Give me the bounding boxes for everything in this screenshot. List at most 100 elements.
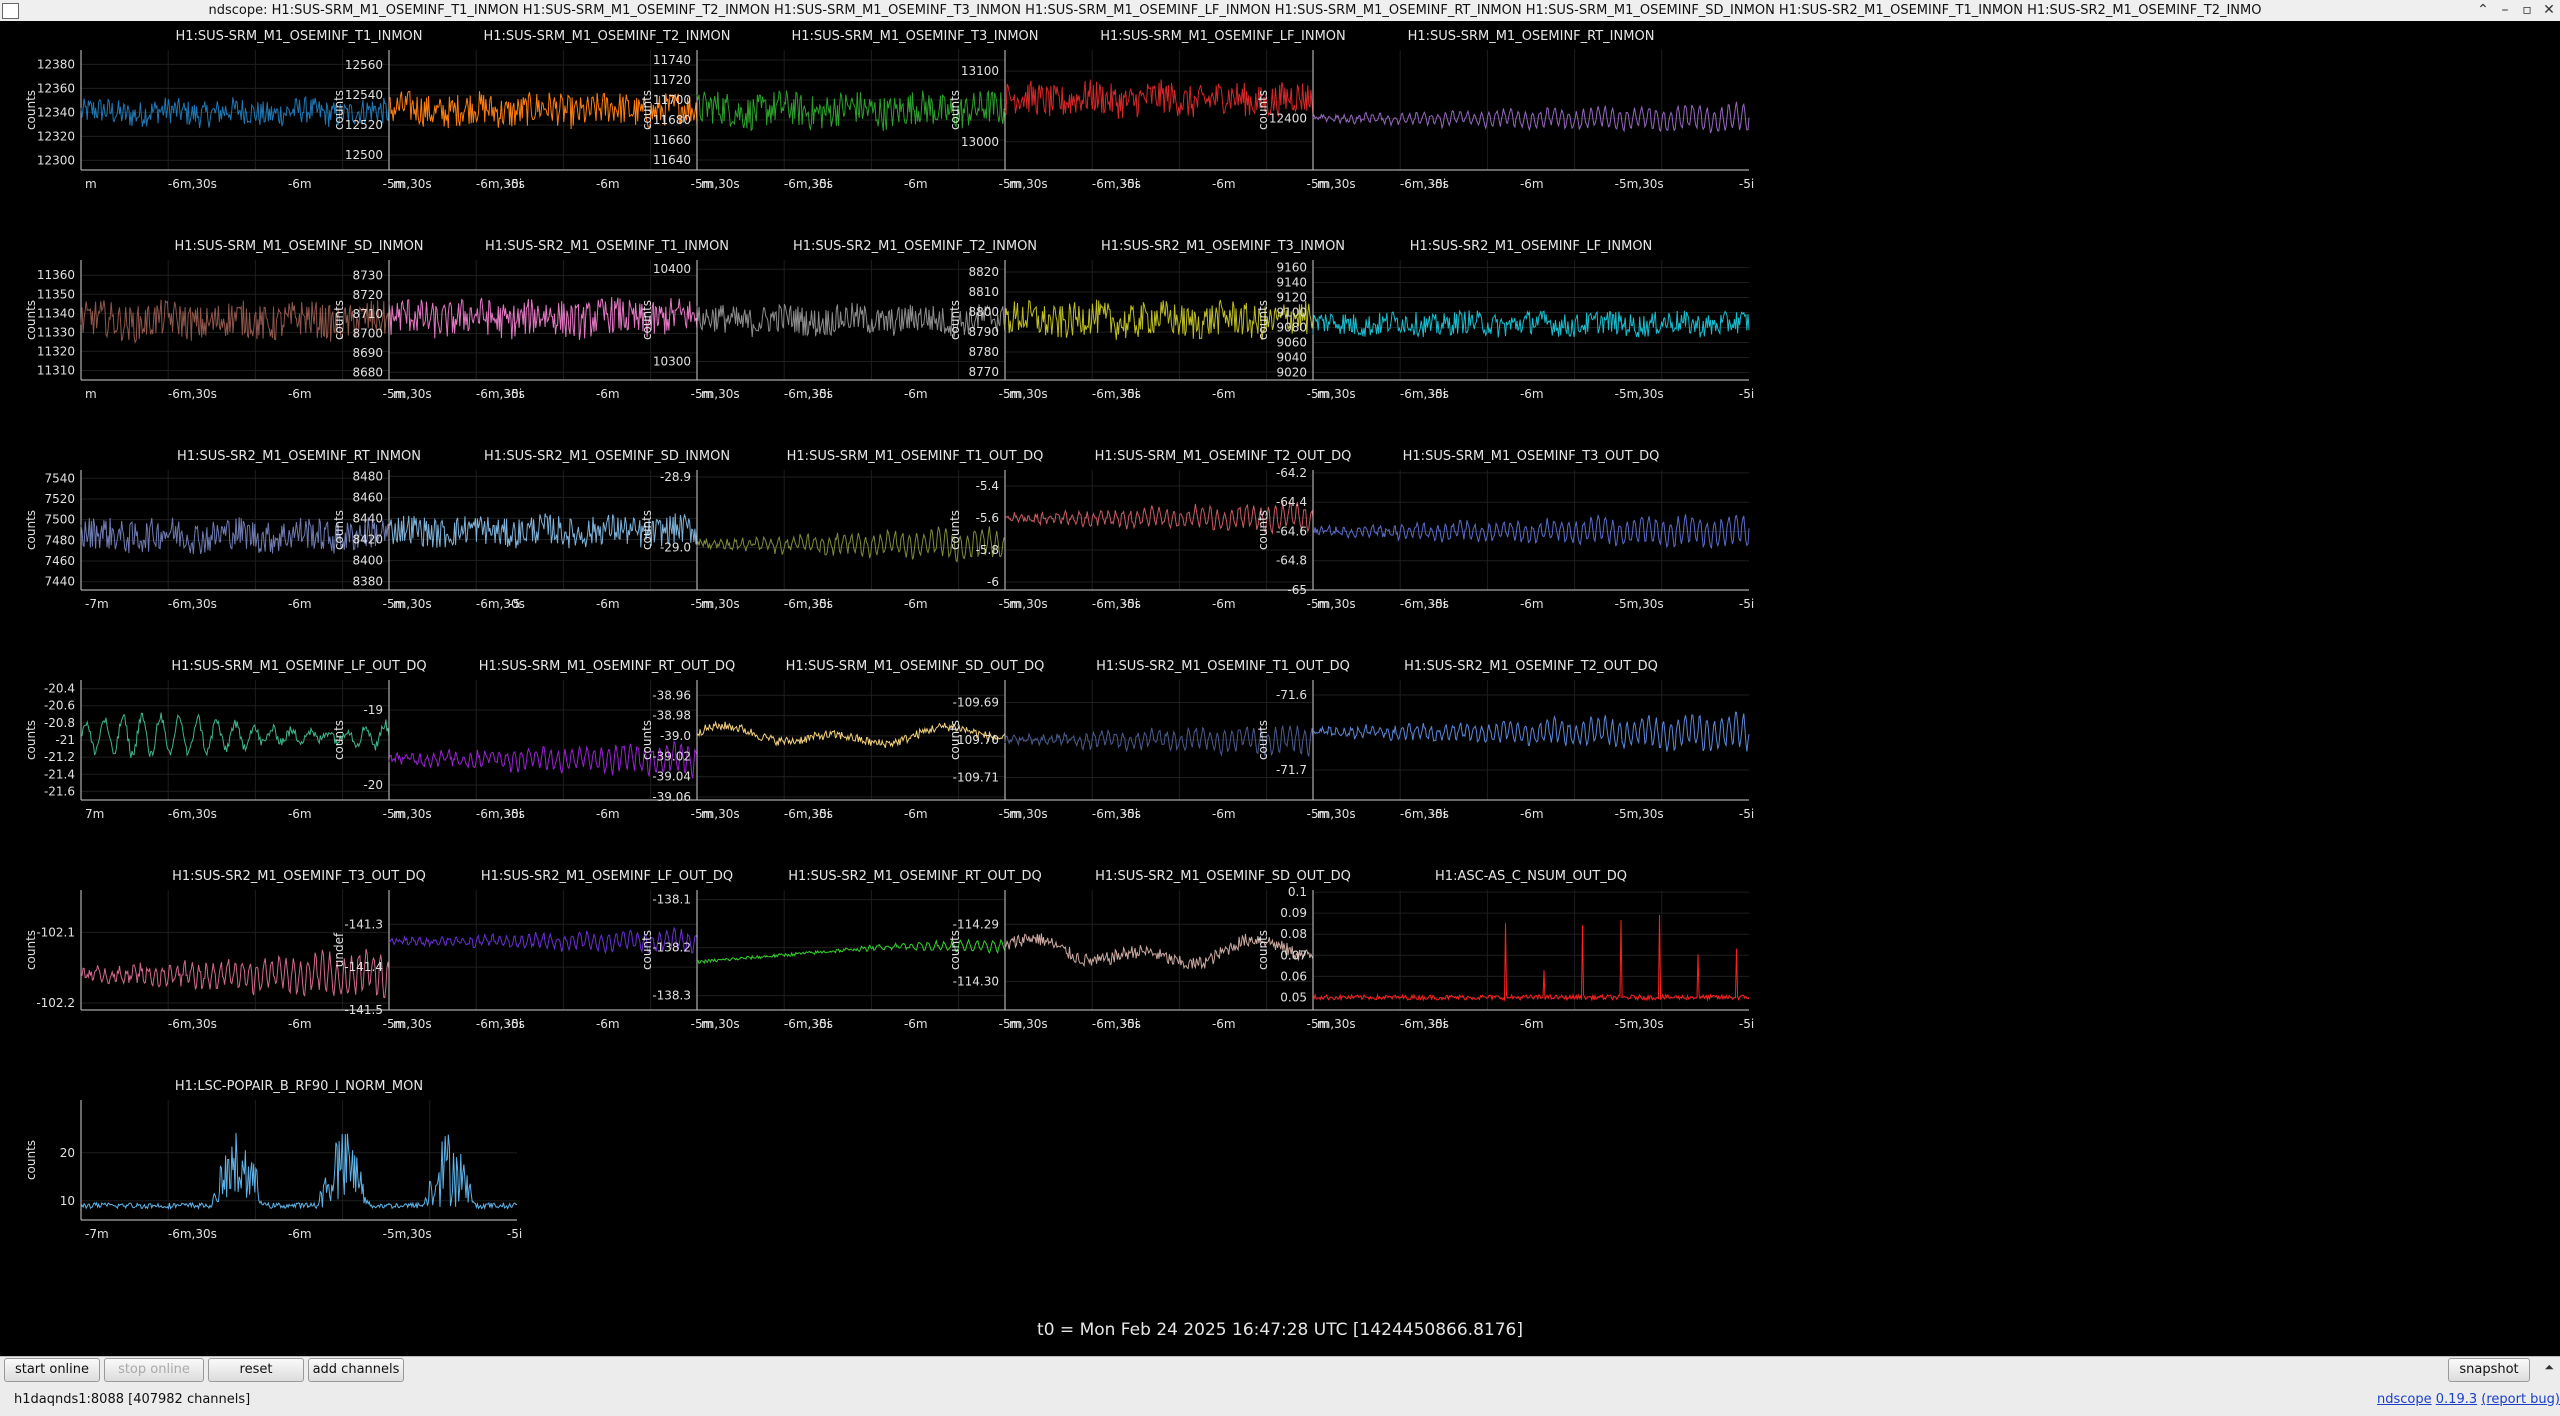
plot-panel[interactable]: H1:SUS-SRM_M1_OSEMINF_RT_INMON 12400 m -6m,… bbox=[1256, 29, 1754, 191]
y-axis-label: counts bbox=[332, 720, 346, 760]
y-tick-label: 12540 bbox=[345, 88, 383, 102]
y-tick-label: -38.96 bbox=[652, 688, 691, 702]
y-axis-label: counts bbox=[1256, 510, 1270, 550]
y-tick-label: -5.4 bbox=[976, 479, 999, 493]
x-tick-label: -5m,30s bbox=[1615, 597, 1664, 611]
y-tick-label: -109.70 bbox=[953, 733, 999, 747]
x-tick-label: -5i bbox=[1431, 597, 1446, 611]
y-tick-label: 12380 bbox=[37, 57, 75, 71]
x-tick-label: m bbox=[1317, 597, 1329, 611]
y-tick-label: -6 bbox=[987, 575, 999, 589]
x-tick-label: -6m bbox=[596, 387, 620, 401]
y-tick-label: 7480 bbox=[44, 533, 75, 547]
reset-button[interactable]: reset bbox=[208, 1358, 304, 1382]
plot-viewbox[interactable] bbox=[1313, 680, 1749, 800]
x-tick-label: m bbox=[1317, 807, 1329, 821]
plots-canvas[interactable]: H1:SUS-SRM_M1_OSEMINF_T1_INMON 12380 12360… bbox=[0, 21, 2560, 1316]
ndscope-link[interactable]: ndscope bbox=[2377, 1392, 2432, 1407]
plot-viewbox[interactable] bbox=[1313, 890, 1749, 1010]
y-tick-label: -64.2 bbox=[1276, 466, 1307, 480]
report-bug-link[interactable]: (report bug) bbox=[2481, 1392, 2560, 1407]
y-tick-label: -39.04 bbox=[652, 770, 691, 784]
y-tick-label: 9140 bbox=[1276, 276, 1307, 290]
plot-title: H1:SUS-SRM_M1_OSEMINF_SD_INMON bbox=[174, 239, 423, 254]
x-tick-label: -6m bbox=[904, 807, 928, 821]
x-tick-label: -6m bbox=[904, 387, 928, 401]
plot-panel[interactable]: H1:ASC-AS_C_NSUM_OUT_DQ 0.1 0.09 0.08 0.07 0.… bbox=[1256, 869, 1754, 1031]
y-tick-label: 9040 bbox=[1276, 351, 1307, 365]
x-tick-label: -6m bbox=[1520, 597, 1544, 611]
x-tick-label: -6m bbox=[288, 597, 312, 611]
plot-grid: H1:SUS-SRM_M1_OSEMINF_T1_INMON 12380 12360… bbox=[0, 21, 2560, 1356]
control-bar bbox=[0, 1356, 2560, 1416]
window-shade-icon[interactable]: ⌃ bbox=[2477, 2, 2489, 18]
x-tick-label: -6m bbox=[904, 177, 928, 191]
window-close-icon[interactable]: ✕ bbox=[2543, 2, 2555, 18]
y-tick-label: 13000 bbox=[961, 135, 999, 149]
x-tick-label: -5m,30s bbox=[1307, 807, 1356, 821]
x-tick-label: -6m,30s bbox=[1092, 387, 1141, 401]
x-tick-label: m bbox=[393, 1017, 405, 1031]
x-tick-label: -5i bbox=[1739, 177, 1754, 191]
y-axis-label: counts bbox=[24, 720, 38, 760]
y-tick-label: 8790 bbox=[968, 325, 999, 339]
x-tick-label: m bbox=[393, 177, 405, 191]
channel-count: [407982 channels] bbox=[128, 1392, 251, 1407]
y-tick-label: 12320 bbox=[37, 129, 75, 143]
plot-panel[interactable]: H1:LSC-POPAIR_B_RF90_I_NORM_MON 20 10 -7m -6… bbox=[24, 1079, 522, 1241]
series-line bbox=[1312, 101, 1750, 134]
y-axis-label: counts bbox=[1256, 930, 1270, 970]
series-line bbox=[1312, 914, 1750, 1002]
x-tick-label: m bbox=[1009, 1017, 1021, 1031]
t0-label: t0 = Mon Feb 24 2025 16:47:28 UTC [14244… bbox=[1037, 1320, 1523, 1340]
x-tick-label: -6m,30s bbox=[1400, 597, 1449, 611]
start-online-button[interactable]: start online bbox=[4, 1358, 100, 1382]
collapse-icon[interactable]: ⏶ bbox=[2544, 1360, 2554, 1374]
x-tick-label: -6m,30s bbox=[1400, 387, 1449, 401]
y-tick-label: 20 bbox=[60, 1146, 75, 1160]
x-tick-label: -5m,30s bbox=[383, 807, 432, 821]
window-maximize-icon[interactable]: ▫ bbox=[2522, 2, 2532, 18]
x-tick-label: -6m bbox=[1520, 387, 1544, 401]
x-tick-label: m bbox=[701, 1017, 713, 1031]
x-tick-label: -5i bbox=[507, 387, 522, 401]
plot-title: H1:SUS-SRM_M1_OSEMINF_RT_INMON bbox=[1408, 29, 1655, 44]
x-tick-label: -6m bbox=[288, 1017, 312, 1031]
plot-viewbox[interactable] bbox=[1313, 50, 1749, 170]
y-tick-label: 9060 bbox=[1276, 336, 1307, 350]
y-tick-label: 13100 bbox=[961, 64, 999, 78]
y-tick-label: 12400 bbox=[1269, 112, 1307, 126]
x-tick-label: -5m,30s bbox=[691, 387, 740, 401]
y-tick-label: 0.06 bbox=[1280, 969, 1307, 983]
y-tick-label: -138.2 bbox=[652, 941, 691, 955]
y-tick-label: 11320 bbox=[37, 344, 75, 358]
y-axis-label: counts bbox=[332, 510, 346, 550]
x-tick-label: -6m,30s bbox=[168, 177, 217, 191]
y-tick-label: 8710 bbox=[352, 307, 383, 321]
y-tick-label: -39.02 bbox=[652, 749, 691, 763]
plot-title: H1:SUS-SRM_M1_OSEMINF_T3_INMON bbox=[791, 29, 1038, 44]
window-minimize-icon[interactable]: – bbox=[2501, 2, 2509, 18]
x-tick-label: m bbox=[1009, 807, 1021, 821]
y-axis-label: counts bbox=[24, 1140, 38, 1180]
plot-title: H1:LSC-POPAIR_B_RF90_I_NORM_MON bbox=[175, 1079, 423, 1094]
y-tick-label: 8730 bbox=[352, 268, 383, 282]
snapshot-button[interactable]: snapshot bbox=[2448, 1358, 2530, 1382]
plot-panel[interactable]: H1:SUS-SR2_M1_OSEMINF_T2_OUT_DQ -71.6 -71.… bbox=[1256, 659, 1754, 821]
y-tick-label: 12340 bbox=[37, 105, 75, 119]
y-tick-label: -102.2 bbox=[36, 996, 75, 1010]
plot-title: H1:ASC-AS_C_NSUM_OUT_DQ bbox=[1435, 869, 1627, 884]
y-axis-label: counts bbox=[948, 90, 962, 130]
y-tick-label: -38.98 bbox=[652, 709, 691, 723]
add-channels-button[interactable]: add channels bbox=[308, 1358, 404, 1382]
version-link[interactable]: 0.19.3 bbox=[2435, 1392, 2478, 1407]
app-icon bbox=[2, 3, 19, 19]
stop-online-button[interactable]: stop online bbox=[104, 1358, 204, 1382]
plot-panel[interactable]: H1:SUS-SR2_M1_OSEMINF_LF_INMON9160914091… bbox=[1256, 239, 1754, 401]
plot-panel[interactable]: H1:SUS-SRM_M1_OSEMINF_T3_OUT_DQ -64.2 -64.… bbox=[1256, 449, 1754, 611]
y-tick-label: 8380 bbox=[352, 575, 383, 589]
y-tick-label: -64.4 bbox=[1276, 495, 1307, 509]
x-tick-label: -6m,30s bbox=[476, 387, 525, 401]
y-tick-label: 7540 bbox=[44, 471, 75, 485]
x-tick-label: -6m bbox=[596, 807, 620, 821]
